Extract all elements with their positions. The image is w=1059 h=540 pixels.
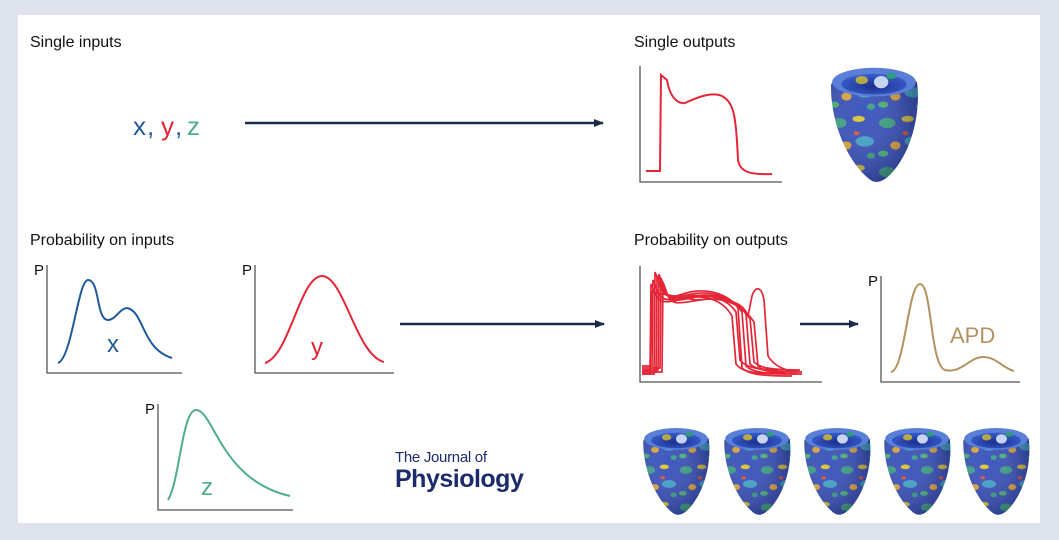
action-potential-ensemble-plot xyxy=(639,266,822,383)
single-inputs-label: Single inputs xyxy=(30,34,122,51)
single-outputs-label: Single outputs xyxy=(634,34,736,51)
p-axis-label: P xyxy=(868,273,878,290)
input-comma-2: , xyxy=(175,111,182,141)
apd-distribution-plot: P APD xyxy=(868,273,1020,383)
input-y: y xyxy=(161,111,174,141)
heart-ventricle-icon xyxy=(963,428,1030,515)
distribution-y-plot: P y xyxy=(242,262,394,374)
heart-ventricle-icon xyxy=(724,428,791,515)
input-z: z xyxy=(187,111,200,141)
distribution-z-label: z xyxy=(201,474,213,501)
heart-ventricle-icon xyxy=(643,428,710,515)
distribution-z-curve xyxy=(167,408,291,501)
distribution-x-curve xyxy=(57,278,173,364)
input-x: x xyxy=(133,111,146,141)
distribution-x-label: x xyxy=(107,331,119,358)
p-axis-label: P xyxy=(34,262,44,279)
apd-distribution-curve xyxy=(890,282,1015,373)
probability-inputs-label: Probability on inputs xyxy=(30,232,175,249)
single-action-potential-plot xyxy=(639,66,782,183)
p-axis-label: P xyxy=(242,262,252,279)
action-potential-traces xyxy=(642,271,803,377)
p-axis-label: P xyxy=(145,401,155,418)
distribution-x-plot: P x xyxy=(34,262,182,374)
heart-ventricle-icon xyxy=(884,428,951,515)
apd-label: APD xyxy=(950,323,995,348)
probability-outputs-label: Probability on outputs xyxy=(634,232,788,249)
heart-ventricle-icon xyxy=(804,428,871,515)
plot-axes xyxy=(157,404,293,511)
distribution-z-plot: P z xyxy=(145,401,293,511)
action-potential-curve xyxy=(646,72,773,176)
journal-logo-line2: Physiology xyxy=(395,465,524,493)
plot-axes xyxy=(254,265,394,374)
plot-axes xyxy=(639,66,782,183)
distribution-y-curve xyxy=(264,274,385,364)
distribution-y-label: y xyxy=(311,334,323,361)
heart-ventricle-icon xyxy=(831,67,918,182)
input-comma-1: , xyxy=(147,111,154,141)
plot-axes xyxy=(880,276,1020,383)
journal-logo: The Journal of Physiology xyxy=(395,449,524,493)
plot-axes xyxy=(639,266,822,383)
journal-logo-line1: The Journal of xyxy=(395,449,487,466)
plot-axes xyxy=(46,265,182,374)
heart-ensemble xyxy=(643,428,1030,515)
